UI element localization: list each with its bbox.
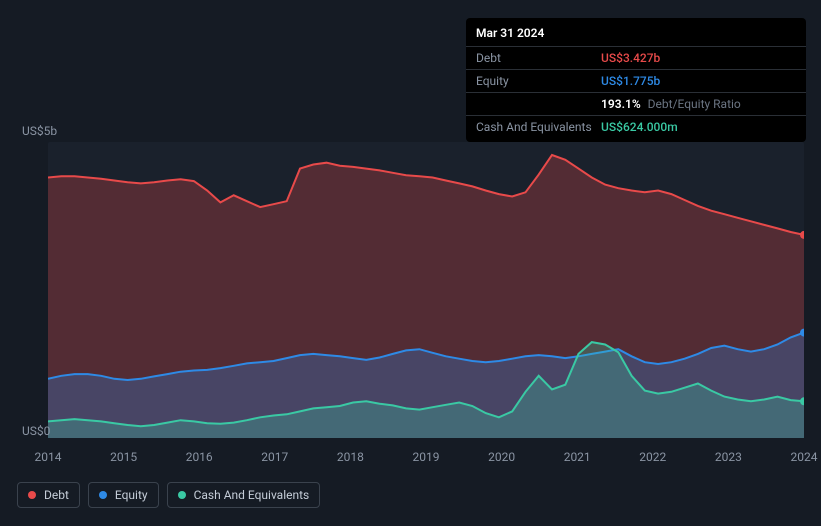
tooltip-ratio-value: 193.1% [601, 97, 641, 111]
legend-item-equity[interactable]: Equity [88, 482, 159, 508]
tooltip-row-value: US$624.000m [601, 118, 678, 136]
chart-legend: Debt Equity Cash And Equivalents [17, 482, 320, 508]
x-axis-tick: 2017 [261, 450, 288, 464]
x-axis-tick: 2023 [715, 450, 742, 464]
x-axis-tick: 2014 [35, 450, 62, 464]
tooltip-row-value: US$1.775b [601, 72, 660, 90]
area-chart-svg [48, 142, 804, 438]
legend-dot-icon [28, 491, 36, 499]
legend-dot-icon [178, 491, 186, 499]
legend-dot-icon [99, 491, 107, 499]
x-axis-tick: 2022 [639, 450, 666, 464]
tooltip-date: Mar 31 2024 [466, 24, 806, 47]
tooltip-row: 193.1% Debt/Equity Ratio [466, 93, 806, 116]
tooltip-row: EquityUS$1.775b [466, 70, 806, 93]
x-axis-tick: 2018 [337, 450, 364, 464]
tooltip-row-label: Equity [476, 72, 601, 90]
tooltip-ratio-note: Debt/Equity Ratio [645, 97, 741, 111]
chart-tooltip: Mar 31 2024 DebtUS$3.427bEquityUS$1.775b… [466, 18, 806, 142]
y-axis-max-label: US$5b [22, 124, 57, 138]
x-axis-tick: 2024 [791, 450, 818, 464]
legend-label: Debt [44, 488, 69, 502]
tooltip-row-label: Debt [476, 49, 601, 67]
x-axis-tick: 2016 [186, 450, 213, 464]
tooltip-row-label: Cash And Equivalents [476, 118, 601, 136]
tooltip-row-value: US$3.427b [601, 49, 660, 67]
x-axis-tick: 2019 [413, 450, 440, 464]
tooltip-row-label [476, 95, 601, 113]
legend-item-cash-and-equivalents[interactable]: Cash And Equivalents [167, 482, 321, 508]
tooltip-row: DebtUS$3.427b [466, 47, 806, 70]
y-axis-min-label: US$0 [22, 424, 50, 438]
legend-label: Cash And Equivalents [194, 488, 310, 502]
legend-item-debt[interactable]: Debt [17, 482, 80, 508]
x-axis-tick: 2015 [110, 450, 137, 464]
legend-label: Equity [115, 488, 148, 502]
x-axis-tick: 2021 [564, 450, 591, 464]
tooltip-row: Cash And EquivalentsUS$624.000m [466, 116, 806, 142]
x-axis-tick: 2020 [488, 450, 515, 464]
